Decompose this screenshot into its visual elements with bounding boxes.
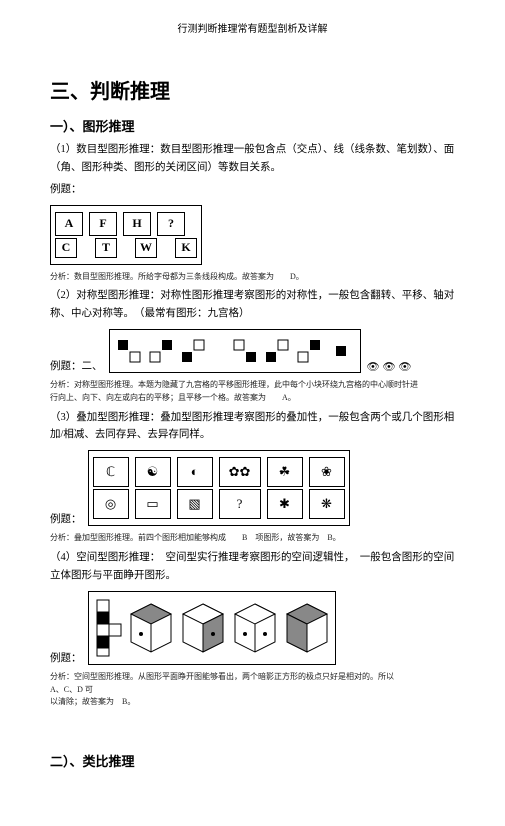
pattern-cell bbox=[232, 338, 258, 364]
figure4: 例题： bbox=[50, 591, 455, 665]
analysis1: 分析：数目型图形推理。所给字母都为三条线段构成。故答案为 D。 bbox=[50, 271, 455, 284]
example3-label: 例题： bbox=[50, 511, 82, 526]
cell-Q: ? bbox=[157, 212, 185, 236]
cell-K: K bbox=[175, 238, 197, 258]
analysis3: 分析：叠加型图形推理。前四个图形相加能够构成 B 项图形，故答案为 B。 bbox=[50, 532, 455, 545]
cell-A: A bbox=[55, 212, 83, 236]
cube-B bbox=[179, 600, 227, 656]
cell-T: T bbox=[95, 238, 117, 258]
shape-cell: ✱ bbox=[267, 489, 303, 519]
example1-label: 例题： bbox=[50, 181, 455, 199]
shape-cell: ▧ bbox=[177, 489, 213, 519]
shape-cell: ☘ bbox=[267, 457, 303, 487]
example4-label: 例题： bbox=[50, 650, 82, 665]
pattern-cell bbox=[264, 338, 290, 364]
main-title: 三、判断推理 bbox=[50, 75, 455, 104]
cell-W: W bbox=[135, 238, 157, 258]
pattern-cell bbox=[116, 338, 142, 364]
cell-H: H bbox=[123, 212, 151, 236]
shape-cell: ☯ bbox=[135, 457, 171, 487]
shape-cell: ◐ bbox=[177, 457, 213, 487]
dots: 👁 👁 👁 bbox=[367, 360, 412, 373]
cube-A bbox=[127, 600, 175, 656]
cube-D bbox=[283, 600, 331, 656]
pattern-cell bbox=[328, 338, 354, 364]
unfold-shape bbox=[93, 598, 123, 658]
item1-text: （1）数目型图形推理：数目型图形推理一般包含点（交点）、线（线条数、笔划数）、面… bbox=[50, 141, 455, 177]
figure3: 例题： ℂ ☯ ◐ ✿✿ ☘ ❀ ◎ ▭ ▧ ? ✱ ❋ bbox=[50, 450, 455, 526]
pattern-cell bbox=[148, 338, 174, 364]
example2-label: 例题：二、 bbox=[50, 358, 103, 373]
cell-C: C bbox=[55, 238, 77, 258]
item3-text: （3）叠加型图形推理：叠加型图形推理考察图形的叠加性，一般包含两个或几个图形相加… bbox=[50, 409, 455, 445]
analysis4: 分析：空间型图形推理。从图形平面睁开图能够看出，两个暗影正方形的极点只好是相对的… bbox=[50, 671, 455, 709]
item2-text: （2）对称型图形推理：对称性图形推理考察图形的对称性，一般包含翻转、平移、轴对称… bbox=[50, 287, 455, 323]
shape-cell: ✿✿ bbox=[219, 457, 261, 487]
shape-cell: ? bbox=[219, 489, 261, 519]
analysis2: 分析：对称型图形推理。本题为隐藏了九宫格的平移图形推理，此中每个小块环绕九宫格的… bbox=[50, 379, 455, 405]
cell-F: F bbox=[89, 212, 117, 236]
doc-header: 行测判断推理常有题型剖析及详解 bbox=[50, 20, 455, 35]
pattern-cell bbox=[296, 338, 322, 364]
pattern-cell bbox=[180, 338, 206, 364]
shape-cell: ❋ bbox=[309, 489, 345, 519]
cube-C bbox=[231, 600, 279, 656]
section2-title: 二）、类比推理 bbox=[50, 751, 455, 770]
shape-cell: ℂ bbox=[93, 457, 129, 487]
item4-text: （4）空间型图形推理： 空间型实行推理考察图形的空间逻辑性， 一般包含图形的空间… bbox=[50, 549, 455, 585]
figure1: A F H ? C T W K bbox=[50, 205, 455, 265]
figure2: 例题：二、 👁 👁 👁 bbox=[50, 329, 455, 373]
shape-cell: ▭ bbox=[135, 489, 171, 519]
shape-cell: ◎ bbox=[93, 489, 129, 519]
section1-title: 一）、图形推理 bbox=[50, 116, 455, 135]
shape-cell: ❀ bbox=[309, 457, 345, 487]
